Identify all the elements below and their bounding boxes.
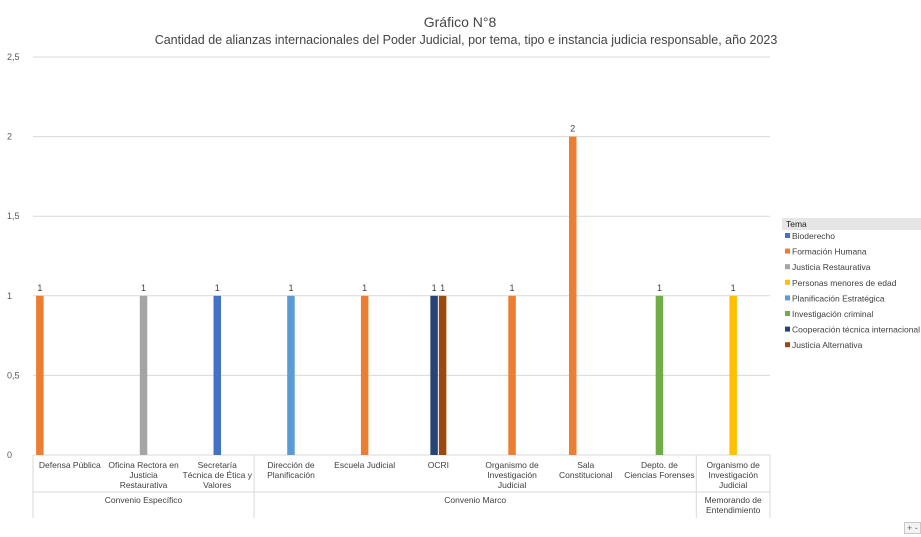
y-tick-label: 2	[7, 132, 12, 142]
x-category-label: Secretaría Técnica de Ética y Valores	[183, 460, 253, 490]
legend-swatch	[785, 342, 790, 348]
data-label: 1	[657, 283, 662, 293]
data-label: 1	[731, 283, 736, 293]
x-group-label: Convenio Específico	[105, 495, 183, 505]
data-label: 2	[570, 124, 575, 134]
bar	[729, 295, 737, 455]
data-label: 1	[362, 283, 367, 293]
data-label: 1	[432, 283, 437, 293]
bar	[213, 295, 221, 455]
x-group-label: Memorando de Entendimiento	[705, 495, 762, 515]
bar	[36, 295, 44, 455]
bar	[139, 295, 148, 455]
legend-swatch	[785, 295, 790, 301]
legend-item: Justicia Alternativa	[792, 340, 863, 350]
chart-title: Gráfico N°8	[424, 14, 497, 30]
x-category-label: OCRI	[428, 460, 449, 470]
data-label: 1	[215, 283, 220, 293]
data-label: 1	[510, 283, 515, 293]
legend-swatch	[785, 311, 790, 316]
y-tick-label: 0	[7, 450, 12, 460]
x-category-label: Sala Constitucional	[559, 460, 613, 480]
bar	[569, 136, 577, 455]
legend-item: Formación Humana	[792, 247, 867, 257]
bar	[655, 295, 664, 455]
legend-swatch	[785, 279, 790, 285]
legend-item: Bioderecho	[792, 231, 835, 241]
chart-subtitle: Cantidad de alianzas internacionales del…	[155, 33, 778, 47]
x-category-label: Dirección de Planificación	[267, 460, 315, 480]
y-tick-label: 1,5	[7, 211, 20, 221]
legend-item: Cooperación técnica internacional	[792, 325, 920, 335]
legend-swatch	[785, 264, 790, 270]
x-category-label: Defensa Pública	[39, 460, 101, 470]
bar	[360, 295, 369, 455]
legend-item: Personas menores de edad	[792, 278, 897, 288]
data-label: 1	[440, 283, 445, 293]
data-label: 1	[37, 283, 42, 293]
bar	[287, 295, 295, 455]
legend-item: Justicia Restaurativa	[792, 262, 871, 272]
x-category-label: Escuela Judicial	[334, 460, 395, 470]
legend-item: Investigación criminal	[792, 309, 873, 319]
legend-item: Planificación Estratégica	[792, 293, 885, 303]
zoom-button[interactable]: + -	[904, 522, 921, 534]
y-tick-label: 2,5	[7, 52, 20, 62]
x-category-label: Depto. de Ciencias Forenses	[624, 460, 694, 480]
bar	[508, 295, 516, 455]
data-label: 1	[288, 283, 293, 293]
x-group-label: Convenio Marco	[444, 495, 506, 505]
x-category-label: Organismo de Investigación Judicial	[485, 460, 539, 490]
data-label: 1	[141, 283, 146, 293]
x-category-label: Organismo de Investigación Judicial	[706, 460, 760, 490]
legend-header	[782, 218, 921, 230]
legend-swatch	[785, 248, 790, 254]
bar	[438, 295, 447, 455]
y-tick-label: 0,5	[7, 370, 20, 380]
x-category-label: Oficina Rectora en Justicia Restaurativa	[108, 460, 179, 490]
y-tick-label: 1	[7, 291, 12, 301]
legend-swatch	[785, 326, 790, 332]
legend-title: Tema	[786, 219, 807, 229]
bar	[430, 295, 438, 455]
legend-swatch	[785, 233, 790, 238]
